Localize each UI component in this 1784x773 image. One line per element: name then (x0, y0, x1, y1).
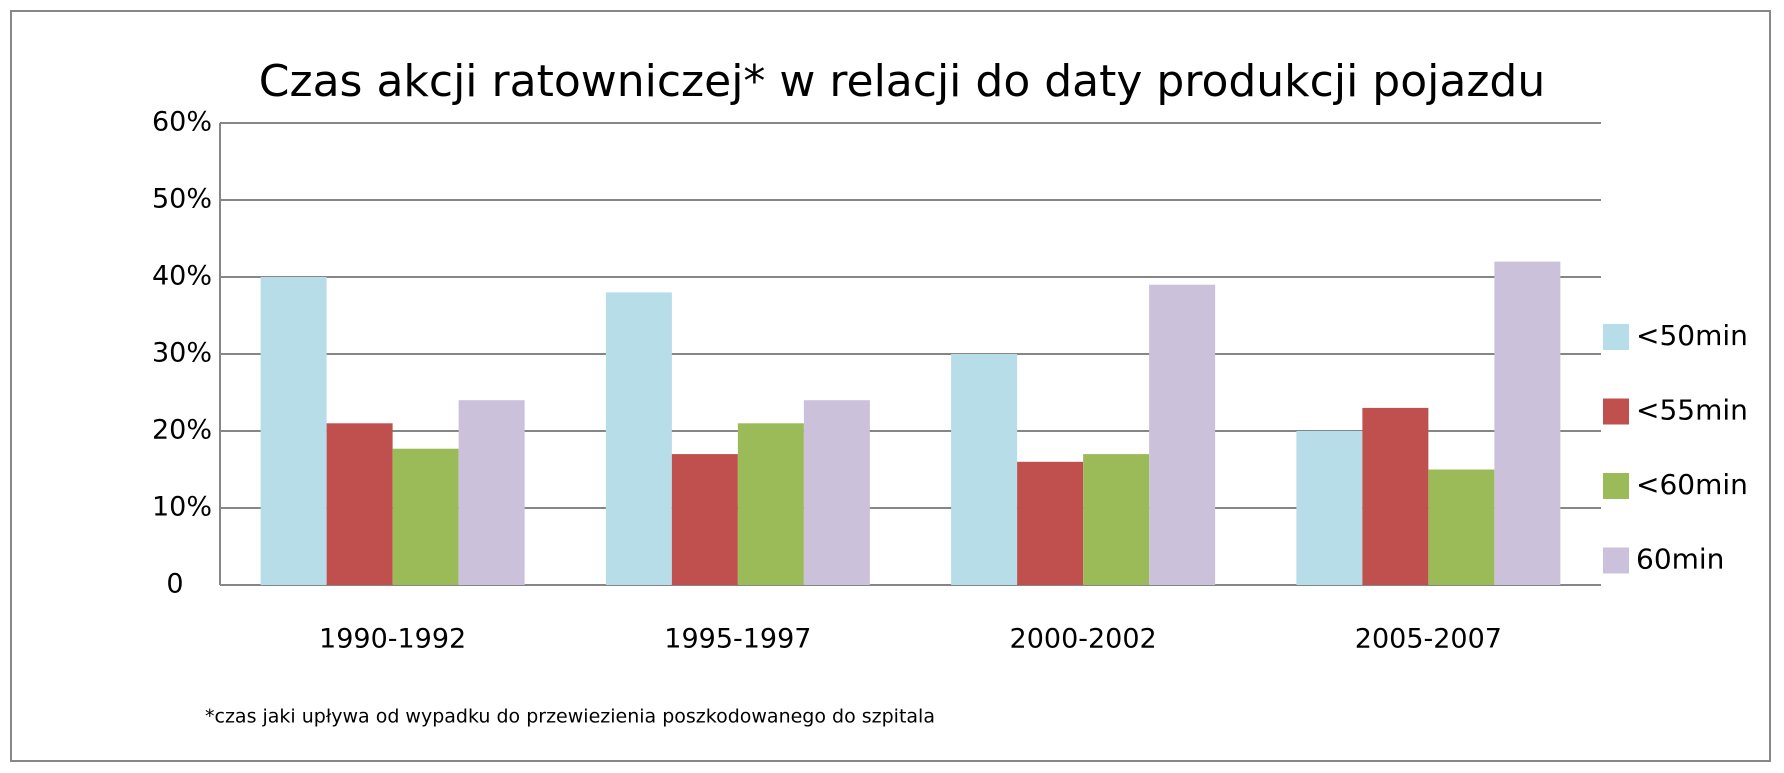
bar (1296, 431, 1363, 585)
legend-label: 60min (1636, 543, 1724, 576)
legend-swatch (1603, 324, 1629, 350)
bar (1428, 469, 1495, 585)
legend-label: <60min (1636, 468, 1748, 501)
bar (737, 423, 804, 585)
bar (392, 448, 459, 585)
x-tick-label: 1995-1997 (664, 624, 811, 655)
x-tick-label: 2005-2007 (1355, 624, 1502, 655)
legend-label: <50min (1636, 319, 1748, 352)
bar (671, 454, 738, 585)
y-tick-label: 50% (152, 184, 212, 215)
bar (605, 292, 672, 585)
bar (951, 354, 1018, 585)
bar (1083, 454, 1150, 585)
legend-label: <55min (1636, 394, 1748, 427)
y-tick-label: 0 (166, 569, 183, 600)
bar (326, 423, 393, 585)
bar (803, 400, 870, 585)
bar (1149, 284, 1216, 585)
x-tick-label: 2000-2002 (1010, 624, 1157, 655)
bar (458, 400, 525, 585)
legend-swatch (1603, 547, 1629, 574)
x-tick-label: 1990-1992 (319, 624, 466, 655)
y-tick-label: 10% (152, 492, 212, 523)
legend-swatch (1603, 473, 1629, 499)
bar (1494, 261, 1561, 585)
y-tick-label: 40% (152, 261, 212, 292)
y-tick-label: 20% (152, 415, 212, 446)
chart-title: Czas akcji ratowniczej* w relacji do dat… (259, 56, 1545, 107)
footnote: *czas jaki upływa od wypadku do przewiez… (205, 706, 935, 728)
legend-swatch (1603, 398, 1629, 425)
y-tick-label: 60% (152, 107, 212, 138)
y-tick-label: 30% (152, 338, 212, 369)
bar (1362, 407, 1429, 585)
bar (1017, 461, 1084, 585)
bar (260, 277, 327, 585)
